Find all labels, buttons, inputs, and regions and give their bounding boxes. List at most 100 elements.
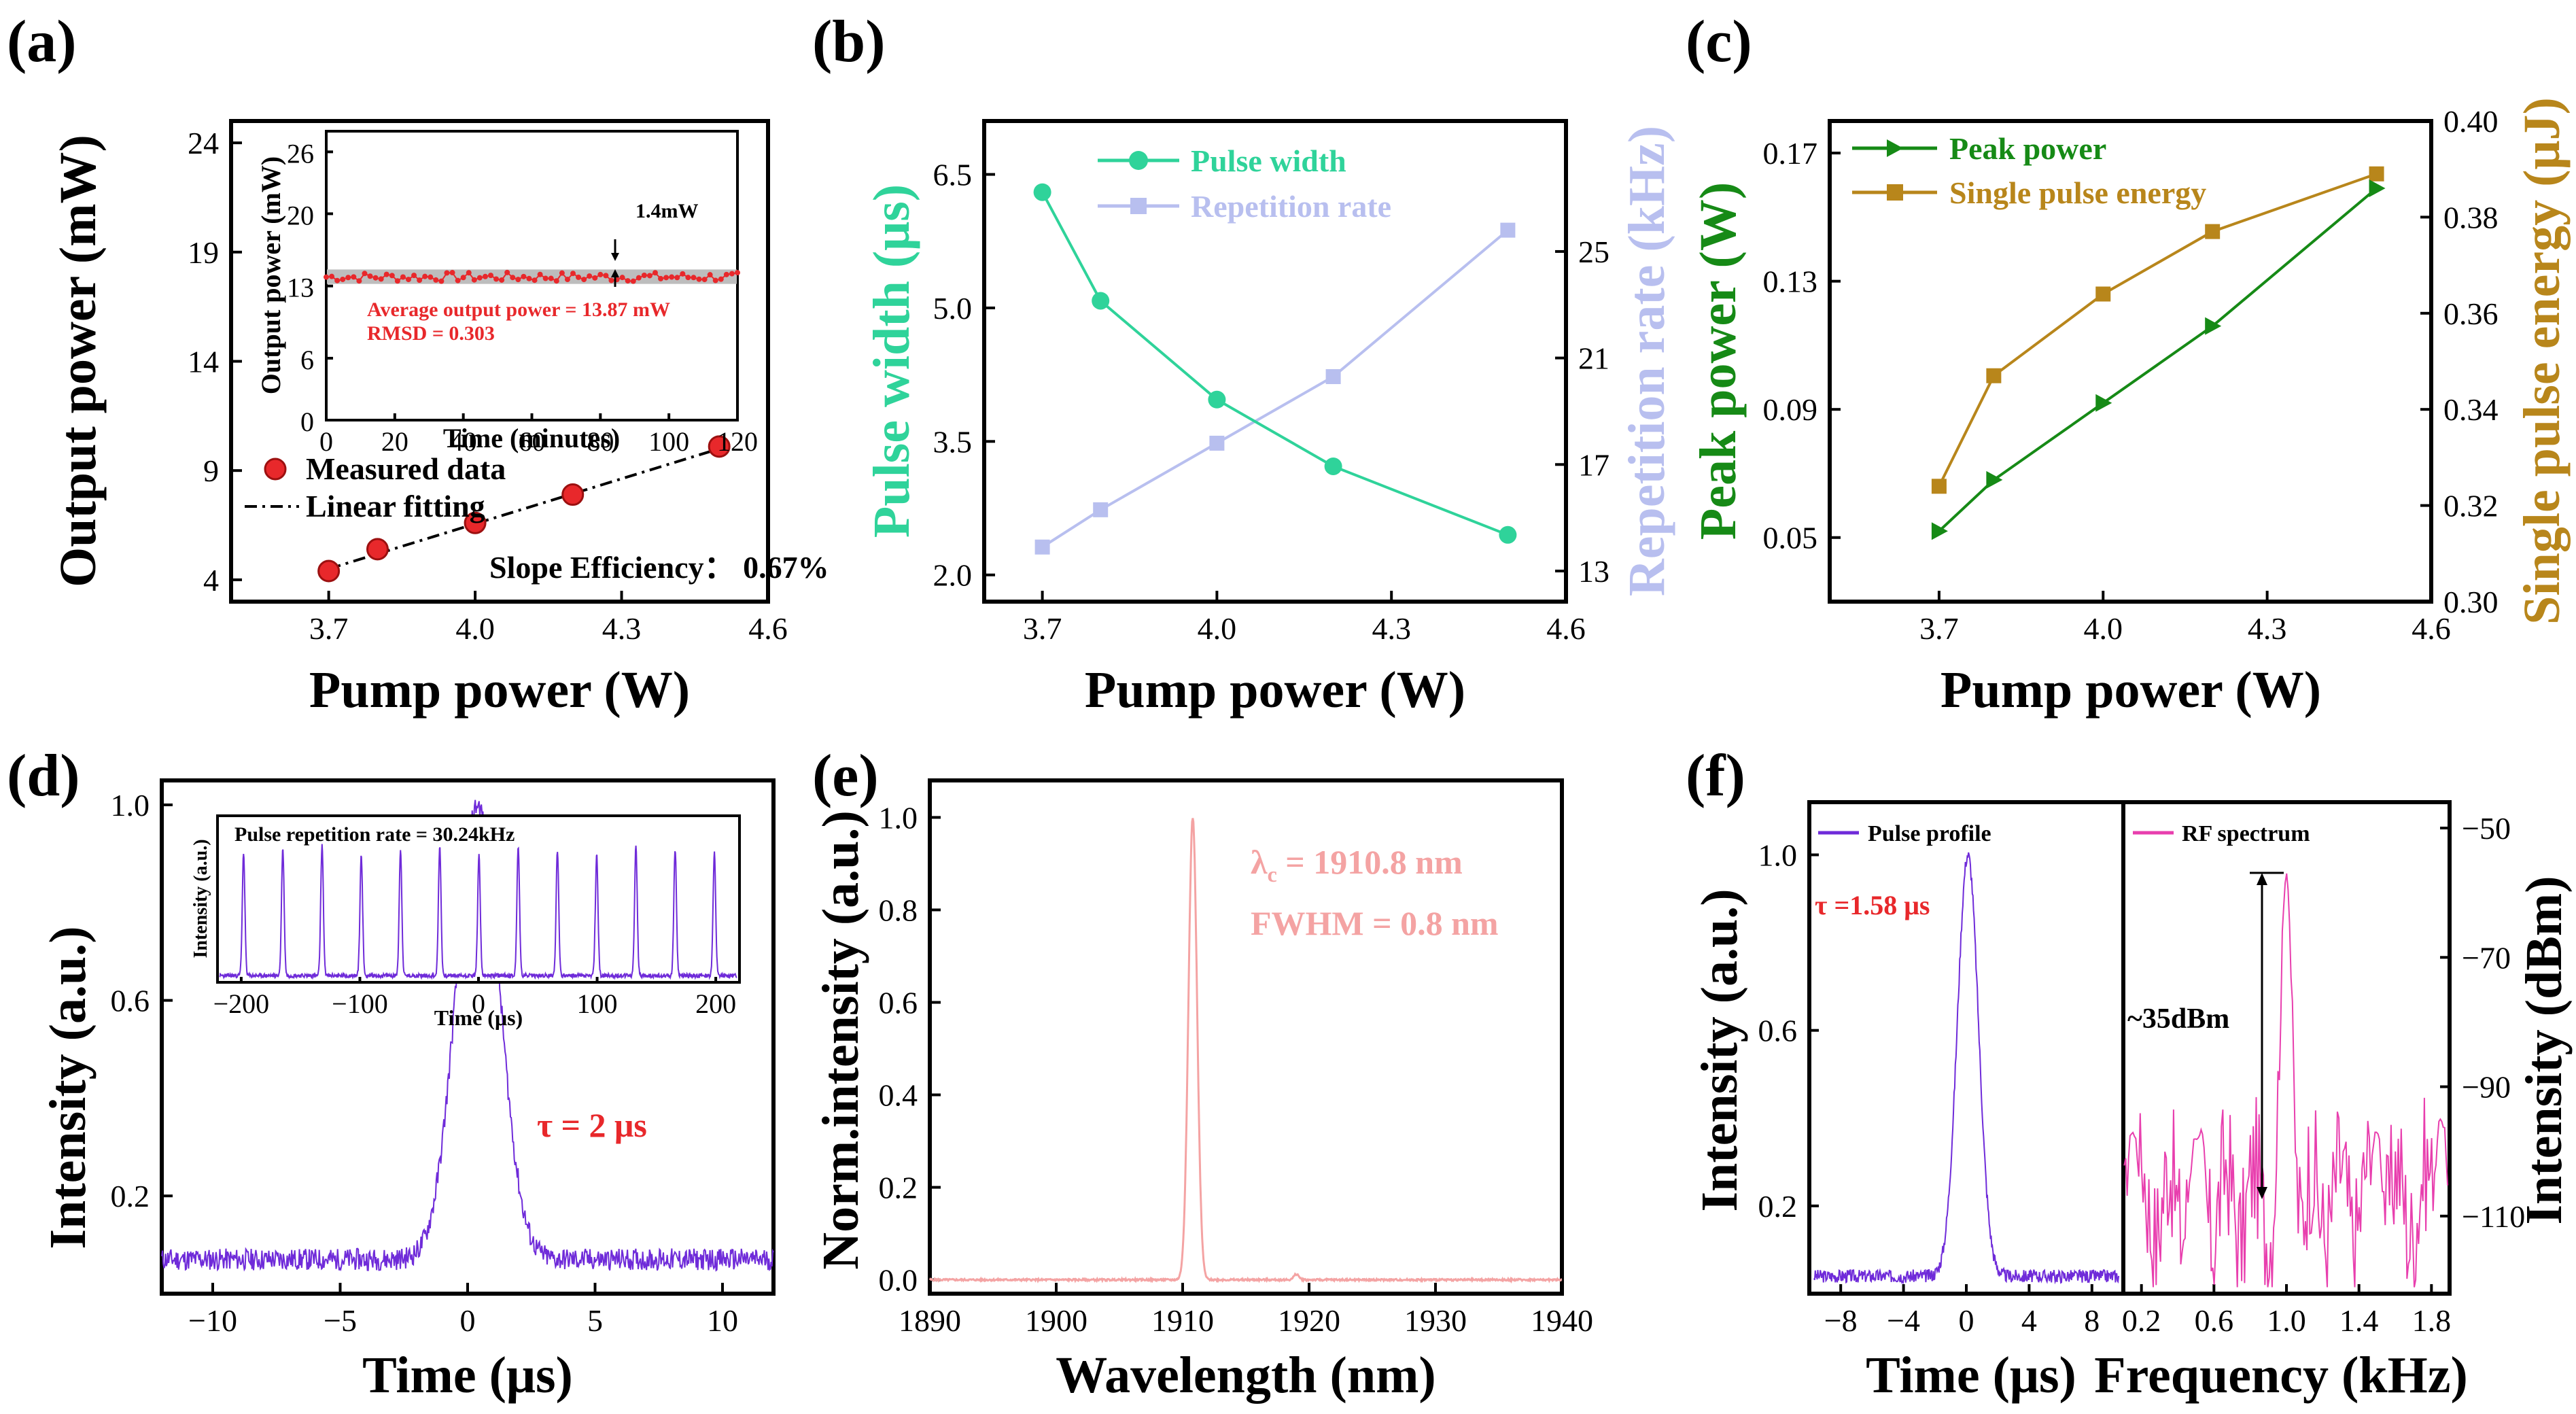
b-ytick-left-label: 5.0 xyxy=(933,291,973,326)
inset-d-data xyxy=(219,844,737,980)
f-right-ytick-label: −90 xyxy=(2462,1070,2511,1105)
panel-a-fit-line xyxy=(328,447,720,570)
panel-e-ticks: 1890 1900 1910 1920 1930 1940 0.0 0.2 0.4 0.6 0.8 1… xyxy=(879,800,1594,1338)
legend-rep-rate-marker xyxy=(1130,198,1147,214)
panel-a-ylabel: Output power (mW) xyxy=(50,135,107,587)
panel-f-left-ylabel: Intensity (a.u.) xyxy=(1691,889,1748,1211)
stability-point xyxy=(674,275,680,281)
panel-c-xlabel: Pump power (W) xyxy=(1940,661,2321,719)
a-xtick-label: 3.7 xyxy=(309,611,349,646)
stability-point xyxy=(696,276,702,282)
stability-point xyxy=(324,274,329,280)
panel-c-data xyxy=(1931,166,2386,540)
e-xtick-label: 1920 xyxy=(1278,1303,1340,1338)
stability-point xyxy=(345,275,351,281)
panel-e-center-annotation: λc = 1910.8 nm xyxy=(1251,843,1463,886)
inset-a-xtick-label: 100 xyxy=(648,426,689,457)
panel-c: (c) 3.7 4.0 4.3 4.6 0.05 0.09 0.13 0.17 0.30 0.32… xyxy=(1686,9,2571,719)
a-ytick-label: 9 xyxy=(203,453,219,488)
d-xtick-label: 0 xyxy=(460,1303,476,1338)
c-ytick-right-label: 0.32 xyxy=(2443,489,2499,523)
stability-point xyxy=(521,273,527,279)
inset-a-xtick-label: 80 xyxy=(587,426,614,457)
stability-point xyxy=(548,275,554,281)
stability-point xyxy=(482,273,488,279)
b-ytick-right-label: 13 xyxy=(1578,554,1609,589)
panel-b-ylabel-right: Repetition rate (kHz) xyxy=(1618,126,1675,596)
a-xtick-label: 4.0 xyxy=(455,611,495,646)
stability-point xyxy=(559,270,565,276)
d-ytick-label: 1.0 xyxy=(111,788,150,823)
peak-power-point xyxy=(1986,470,2003,489)
a-ytick-label: 19 xyxy=(188,235,219,270)
inset-a-data xyxy=(324,269,740,284)
b-xtick-label: 3.7 xyxy=(1023,611,1062,646)
legend-peak-power-marker xyxy=(1887,139,1903,157)
rf-spectrum-trace xyxy=(2123,873,2449,1288)
stability-point xyxy=(476,275,483,281)
stability-point xyxy=(356,278,362,284)
stability-point xyxy=(406,277,411,283)
lambda-symbol: λ xyxy=(1251,843,1268,881)
stability-point xyxy=(603,273,609,279)
c-ytick-left-label: 0.17 xyxy=(1763,136,1818,171)
panel-b: (b) 3.7 4.0 4.3 4.6 2.0 3.5 5.0 6.5 13 17 21 25 Pum… xyxy=(812,9,1675,719)
inset-pulse-train xyxy=(219,844,737,980)
e-xtick-label: 1890 xyxy=(899,1303,961,1338)
e-xtick-label: 1940 xyxy=(1531,1303,1593,1338)
panel-d-label: (d) xyxy=(7,743,80,809)
stability-point xyxy=(729,271,735,277)
stability-point xyxy=(663,275,669,281)
b-ytick-right-label: 17 xyxy=(1578,447,1609,482)
legend-rf-spectrum-label: RF spectrum xyxy=(2182,821,2310,846)
slope-efficiency-annotation: Slope Efficiency： 0.67% xyxy=(489,550,829,585)
f-right-xtick-label: 0.2 xyxy=(2122,1303,2161,1338)
c-xtick-label: 4.3 xyxy=(2248,611,2287,646)
stability-point xyxy=(576,274,582,280)
c-ytick-right-label: 0.36 xyxy=(2443,296,2499,331)
legend-energy-label: Single pulse energy xyxy=(1949,175,2206,210)
c-ytick-right-label: 0.34 xyxy=(2443,392,2499,427)
c-xtick-label: 4.0 xyxy=(2084,611,2123,646)
panel-f-right-ylabel: Intensity (dBm) xyxy=(2516,876,2573,1224)
legend-rep-rate-label: Repetition rate xyxy=(1191,189,1391,224)
panel-f-right-xlabel: Frequency (kHz) xyxy=(2094,1347,2468,1404)
inset-d-title: Pulse repetition rate = 30.24kHz xyxy=(234,823,515,846)
stability-point xyxy=(499,277,505,283)
stability-point xyxy=(394,278,400,284)
stability-point xyxy=(444,270,450,276)
stability-point xyxy=(641,273,647,279)
stability-point xyxy=(515,277,521,283)
f-left-xtick-label: 4 xyxy=(2021,1303,2037,1338)
d-xtick-label: −5 xyxy=(324,1303,357,1338)
pulse-width-point xyxy=(1208,390,1226,409)
stability-point xyxy=(400,274,406,280)
inset-a-ticks: 0 20 40 60 80 100 120 0 6 13 20 26 xyxy=(287,138,758,457)
stability-point xyxy=(466,270,472,276)
pulse-width-point xyxy=(1324,457,1342,475)
e-ytick-label: 0.2 xyxy=(879,1171,918,1205)
c-ytick-right-label: 0.40 xyxy=(2443,104,2499,139)
panel-e-frame xyxy=(928,778,1564,1296)
f-left-ytick-label: 0.2 xyxy=(1758,1189,1798,1224)
stability-point xyxy=(718,276,724,282)
stability-point xyxy=(608,277,614,283)
inset-d-xtick-label: −200 xyxy=(213,988,270,1019)
rf-range-arrow-up xyxy=(2257,873,2267,885)
panel-e-xlabel: Wavelength (nm) xyxy=(1056,1347,1435,1404)
spectrum-trace xyxy=(928,818,1563,1284)
f-right-xtick-label: 1.8 xyxy=(2412,1303,2452,1338)
inset-a-xtick-label: 20 xyxy=(381,426,408,457)
panel-b-label: (b) xyxy=(812,9,886,75)
stability-point xyxy=(422,273,428,279)
a-xtick-label: 4.3 xyxy=(602,611,642,646)
stability-point xyxy=(625,278,631,284)
f-right-ytick-label: −50 xyxy=(2462,811,2511,846)
peak-power-point xyxy=(2095,394,2112,412)
d-xtick-label: 10 xyxy=(707,1303,738,1338)
stability-point xyxy=(372,275,379,281)
b-ytick-left-label: 6.5 xyxy=(933,158,973,192)
inset-d-ticks: −200 −100 0 100 200 xyxy=(213,977,736,1019)
stability-point xyxy=(570,271,576,277)
stability-point xyxy=(597,271,604,277)
